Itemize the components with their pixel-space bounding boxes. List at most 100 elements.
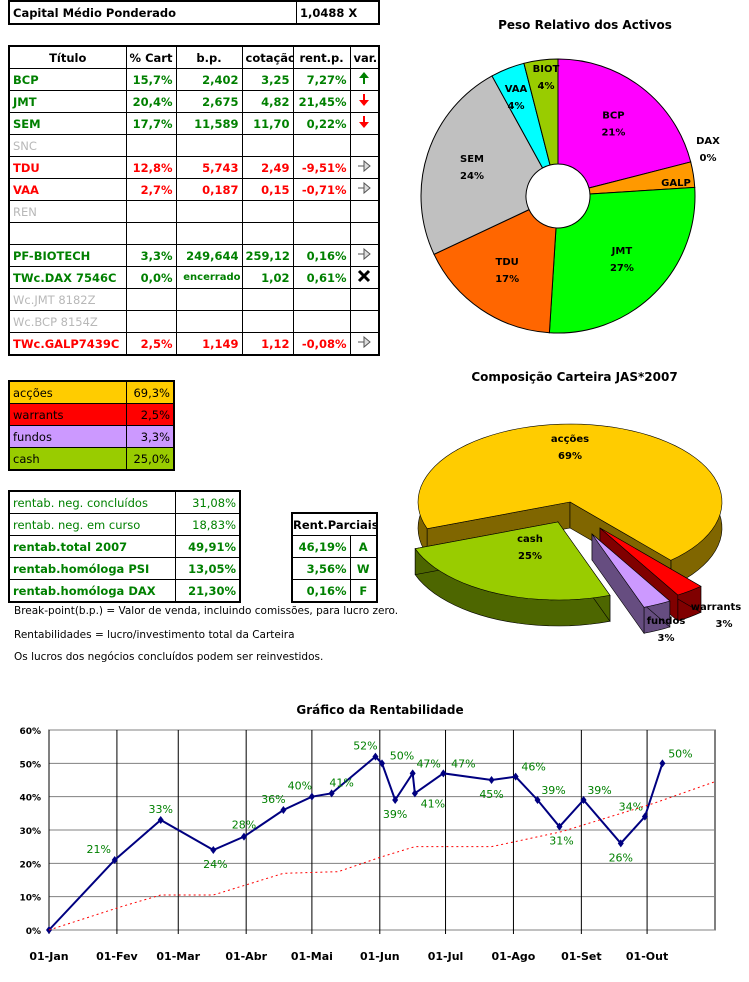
row-rent-p <box>292 222 351 245</box>
pie-label: BCP <box>602 111 624 122</box>
x-tick-label: 01-Jan <box>29 950 68 963</box>
pie3d-value-label: 25% <box>518 551 542 562</box>
capital-box: Capital Médio Ponderado 1,0488 X <box>8 0 380 25</box>
pie3d-slice-fundos <box>591 533 671 608</box>
arrow-down-icon <box>359 94 370 106</box>
row-pct-cart: 3,3% <box>125 244 177 267</box>
pie-label: GALP <box>661 178 691 189</box>
pie-slice-jmt <box>548 186 696 334</box>
row-var <box>349 68 380 91</box>
data-point <box>440 769 447 778</box>
rentab-value: 31,08% <box>174 490 241 514</box>
data-point <box>210 846 217 854</box>
row-break-point: encerrado <box>175 266 243 289</box>
pie-label: TDU <box>496 257 519 268</box>
table-row: SEM 17,7% 11,589 11,70 0,22% <box>8 112 380 135</box>
row-var <box>349 200 380 223</box>
y-tick-label: 10% <box>19 894 41 904</box>
column-header: var. <box>349 45 380 69</box>
line-chart: 0% 10% 20% 30% 40% 50% 60% 01-Jan 01-Fev 01-Mar 01… <box>19 727 716 963</box>
row-rent-p <box>292 134 351 157</box>
data-label: 41% <box>329 776 353 789</box>
column-header: Título <box>8 45 127 69</box>
table-row: SNC <box>8 134 380 157</box>
y-tick-label: 50% <box>19 760 41 770</box>
rentab-value: 49,91% <box>174 535 241 558</box>
row-title: SEM <box>8 112 127 135</box>
row-break-point: 5,743 <box>175 156 243 179</box>
rentab-value: 13,05% <box>174 557 241 580</box>
row-title: VAA <box>8 178 127 201</box>
row-cotacao: 1,02 <box>241 266 294 289</box>
data-point <box>488 776 495 784</box>
row-rent-p: 0,22% <box>292 112 351 135</box>
composition-row: fundos 3,3% <box>8 425 175 448</box>
row-break-point: 11,589 <box>175 112 243 135</box>
x-tick-label: 01-Mai <box>291 950 333 963</box>
arrow-right-icon <box>358 181 372 195</box>
row-var <box>349 112 380 135</box>
x-tick-label: 01-Abr <box>225 950 267 963</box>
table-row: PF-BIOTECH 3,3% 249,644 259,12 0,16% <box>8 244 380 267</box>
row-var <box>349 178 380 201</box>
row-title: BCP <box>8 68 127 91</box>
rent-parciais-code: W <box>349 557 378 580</box>
rent-parciais-row: 46,19% A <box>291 535 378 558</box>
row-title: TWc.GALP7439C <box>8 332 127 356</box>
table-row: BCP 15,7% 2,402 3,25 7,27% <box>8 68 380 91</box>
row-title: JMT <box>8 90 127 113</box>
rent-parciais-table: Rent.Parciais 46,19% A 3,56% W 0,16% F <box>291 512 378 603</box>
column-header: b.p. <box>175 45 243 69</box>
row-cotacao <box>241 222 294 245</box>
row-pct-cart: 15,7% <box>125 68 177 91</box>
y-tick-label: 0% <box>26 927 41 937</box>
row-rent-p: 0,16% <box>292 244 351 267</box>
data-point <box>659 759 666 768</box>
composition-value: 69,3% <box>125 380 175 404</box>
row-pct-cart: 0,0% <box>125 266 177 289</box>
rentab-row: rentab.homóloga PSI 13,05% <box>8 557 241 580</box>
data-label: 39% <box>383 808 407 821</box>
row-break-point <box>175 310 243 333</box>
data-label: 34% <box>619 801 643 814</box>
rentab-label: rentab. neg. concluídos <box>8 490 176 514</box>
data-point <box>328 789 335 798</box>
composition-row: warrants 2,5% <box>8 403 175 426</box>
line-chart-title: Gráfico da Rentabilidade <box>296 703 464 717</box>
pie3d-label: fundos <box>647 616 686 627</box>
pie-value-label: 4% <box>508 101 525 112</box>
pie3d-value-label: 3% <box>658 633 675 644</box>
data-label: 50% <box>668 747 692 760</box>
arrow-up-icon <box>359 72 370 84</box>
series-line-1 <box>48 781 716 931</box>
data-label: 46% <box>521 761 545 774</box>
pie3d-label: acções <box>551 434 589 445</box>
close-x-icon <box>358 269 371 283</box>
rentab-row: rentab. neg. em curso 18,83% <box>8 513 241 536</box>
pie-label: SEM <box>460 154 484 165</box>
row-var <box>349 310 380 333</box>
row-cotacao <box>241 200 294 223</box>
row-var <box>349 288 380 311</box>
rent-parciais-code: F <box>349 579 378 603</box>
data-point <box>512 772 519 781</box>
row-rent-p <box>292 200 351 223</box>
row-pct-cart: 2,7% <box>125 178 177 201</box>
data-label: 28% <box>232 819 256 832</box>
data-label: 45% <box>479 788 503 801</box>
row-break-point <box>175 134 243 157</box>
rentab-label: rentab.homóloga DAX <box>8 579 176 603</box>
rent-parciais-row: 0,16% F <box>291 579 378 603</box>
row-rent-p: 21,45% <box>292 90 351 113</box>
data-point <box>240 832 247 841</box>
data-point <box>379 759 385 768</box>
data-label: 21% <box>86 843 110 856</box>
y-tick-label: 40% <box>19 794 41 804</box>
data-label: 26% <box>609 851 633 864</box>
data-label: 24% <box>203 858 227 871</box>
data-point <box>556 822 563 831</box>
data-point <box>280 806 287 814</box>
row-rent-p: -0,71% <box>292 178 351 201</box>
row-title <box>8 222 127 245</box>
row-break-point: 249,644 <box>175 244 243 267</box>
